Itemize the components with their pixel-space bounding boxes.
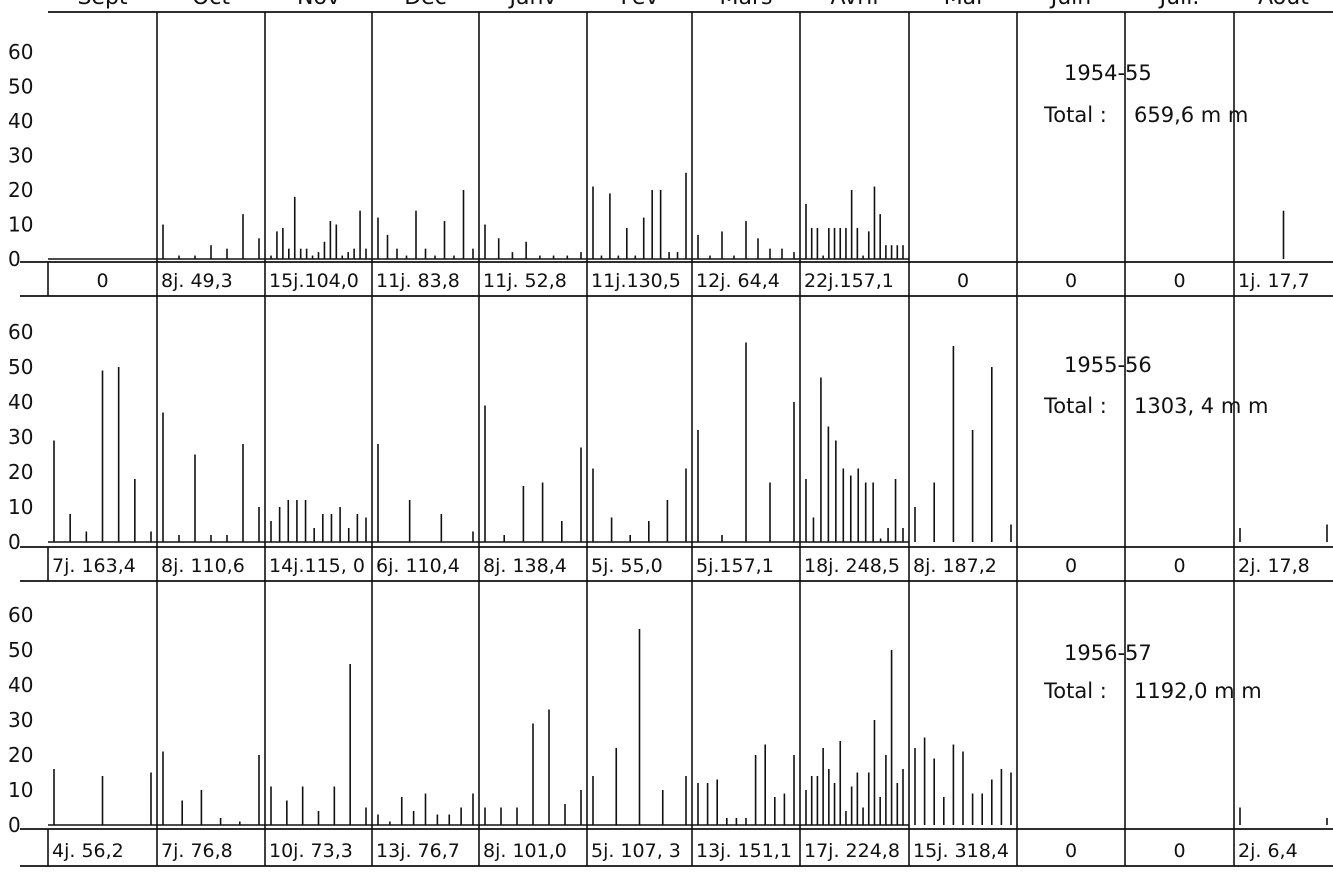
- y-tick-label: 60: [8, 320, 33, 344]
- monthly-summary: 0: [1173, 270, 1185, 292]
- total-label: Total :: [1043, 679, 1107, 703]
- month-label: Oct: [192, 0, 230, 10]
- y-tick-label: 60: [8, 603, 33, 627]
- month-label: Avril: [830, 0, 878, 10]
- monthly-summary: 6j. 110,4: [376, 555, 460, 577]
- monthly-summary: 12j. 64,4: [696, 270, 780, 292]
- monthly-summary: 5j. 107, 3: [591, 840, 681, 862]
- month-label: Mai: [944, 0, 983, 10]
- month-label: Juil.: [1158, 0, 1200, 10]
- monthly-summary: 2j. 17,8: [1238, 555, 1310, 577]
- y-tick-label: 60: [8, 40, 33, 64]
- monthly-summary: 5j.157,1: [696, 555, 774, 577]
- monthly-summary: 0: [1173, 840, 1185, 862]
- y-tick-label: 30: [8, 708, 33, 732]
- monthly-summary: 8j. 138,4: [483, 555, 567, 577]
- monthly-summary: 14j.115, 0: [269, 555, 365, 577]
- monthly-summary: 15j. 318,4: [913, 840, 1009, 862]
- month-label: Nov: [297, 0, 340, 10]
- monthly-summary: 0: [1065, 840, 1077, 862]
- month-label: Sept: [77, 0, 127, 10]
- y-tick-label: 10: [8, 778, 33, 802]
- y-tick-label: 30: [8, 425, 33, 449]
- month-label: Janv: [508, 0, 557, 10]
- monthly-summary: 8j. 101,0: [483, 840, 567, 862]
- monthly-summary: 10j. 73,3: [269, 840, 353, 862]
- y-tick-label: 30: [8, 144, 33, 168]
- season-label: 1955-56: [1064, 353, 1152, 377]
- y-tick-label: 50: [8, 75, 33, 99]
- y-tick-label: 0: [8, 813, 21, 837]
- y-tick-label: 40: [8, 673, 33, 697]
- month-label: Aout: [1258, 0, 1309, 10]
- monthly-summary: 15j.104,0: [269, 270, 359, 292]
- monthly-summary: 22j.157,1: [804, 270, 894, 292]
- monthly-summary: 5j. 55,0: [591, 555, 663, 577]
- monthly-summary: 18j. 248,5: [804, 555, 900, 577]
- monthly-summary: 2j. 6,4: [1238, 840, 1298, 862]
- y-tick-label: 10: [8, 495, 33, 519]
- y-tick-label: 50: [8, 355, 33, 379]
- month-label: Juin: [1049, 0, 1092, 10]
- y-tick-label: 40: [8, 390, 33, 414]
- y-tick-label: 40: [8, 109, 33, 133]
- month-label: Mars: [720, 0, 773, 10]
- monthly-summary: 8j. 187,2: [913, 555, 997, 577]
- y-tick-label: 20: [8, 460, 33, 484]
- y-tick-label: 0: [8, 530, 21, 554]
- y-tick-label: 10: [8, 213, 33, 237]
- month-label: Dec: [404, 0, 447, 10]
- monthly-summary: 0: [957, 270, 969, 292]
- monthly-summary: 0: [1065, 270, 1077, 292]
- monthly-summary: 8j. 49,3: [161, 270, 233, 292]
- monthly-summary: 7j. 76,8: [161, 840, 233, 862]
- y-tick-label: 50: [8, 638, 33, 662]
- monthly-summary: 7j. 163,4: [52, 555, 136, 577]
- total-value: 1303, 4 m m: [1134, 394, 1268, 418]
- y-tick-label: 0: [8, 247, 21, 271]
- total-value: 1192,0 m m: [1134, 679, 1262, 703]
- y-tick-label: 20: [8, 178, 33, 202]
- total-label: Total :: [1043, 103, 1107, 127]
- monthly-summary: 11j.130,5: [591, 270, 681, 292]
- monthly-summary: 17j. 224,8: [804, 840, 900, 862]
- monthly-summary: 0: [96, 270, 108, 292]
- total-value: 659,6 m m: [1134, 103, 1248, 127]
- monthly-summary: 1j. 17,7: [1238, 270, 1310, 292]
- monthly-summary: 11j. 83,8: [376, 270, 460, 292]
- total-label: Total :: [1043, 394, 1107, 418]
- y-tick-label: 20: [8, 743, 33, 767]
- season-label: 1954-55: [1064, 61, 1152, 85]
- monthly-summary: 11j. 52,8: [483, 270, 567, 292]
- month-label: Fev: [620, 0, 658, 10]
- monthly-summary: 0: [1173, 555, 1185, 577]
- monthly-summary: 13j. 151,1: [696, 840, 792, 862]
- season-label: 1956-57: [1064, 641, 1152, 665]
- monthly-summary: 0: [1065, 555, 1077, 577]
- monthly-summary: 13j. 76,7: [376, 840, 460, 862]
- monthly-summary: 8j. 110,6: [161, 555, 245, 577]
- monthly-summary: 4j. 56,2: [52, 840, 124, 862]
